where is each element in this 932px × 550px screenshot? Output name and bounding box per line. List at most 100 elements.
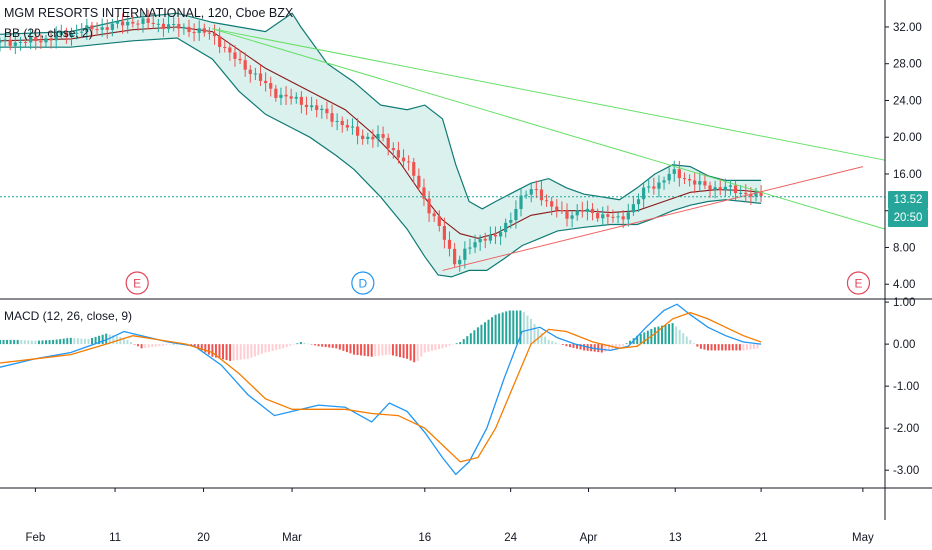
candle-body[interactable]: [253, 73, 258, 75]
candle-body[interactable]: [371, 136, 375, 140]
candle-body[interactable]: [432, 213, 436, 217]
candle-body[interactable]: [146, 18, 150, 23]
candle-body[interactable]: [386, 137, 390, 149]
candle-body[interactable]: [299, 96, 303, 105]
candle-body[interactable]: [85, 25, 89, 32]
candle-body[interactable]: [488, 234, 492, 241]
candle-body[interactable]: [166, 24, 171, 29]
candle-body[interactable]: [739, 192, 743, 194]
candle-body[interactable]: [187, 26, 191, 33]
candle-body[interactable]: [274, 88, 278, 98]
candle-body[interactable]: [366, 136, 370, 140]
event-marker-d[interactable]: [351, 271, 375, 295]
candle-body[interactable]: [463, 248, 467, 260]
candle-body[interactable]: [182, 26, 186, 29]
candle-body[interactable]: [75, 32, 79, 34]
event-marker-e[interactable]: [125, 271, 149, 295]
candle-body[interactable]: [289, 96, 293, 99]
macd-indicator-label[interactable]: MACD (12, 26, close, 9): [4, 309, 133, 323]
candle-body[interactable]: [304, 104, 309, 108]
candle-body[interactable]: [49, 38, 53, 41]
candle-body[interactable]: [396, 150, 401, 158]
candle-body[interactable]: [754, 191, 758, 197]
candle-body[interactable]: [626, 212, 630, 220]
candle-body[interactable]: [161, 23, 166, 29]
candle-body[interactable]: [427, 198, 431, 214]
candle-body[interactable]: [151, 22, 155, 24]
candle-body[interactable]: [534, 189, 538, 191]
candle-body[interactable]: [115, 21, 120, 24]
candle-body[interactable]: [693, 180, 697, 185]
candle-body[interactable]: [294, 96, 298, 99]
candle-body[interactable]: [442, 226, 447, 240]
candle-body[interactable]: [453, 248, 457, 265]
candle-body[interactable]: [212, 32, 217, 37]
candle-body[interactable]: [478, 238, 482, 243]
candle-body[interactable]: [437, 216, 441, 227]
candle-body[interactable]: [672, 169, 676, 174]
candle-body[interactable]: [64, 32, 69, 38]
candle-body[interactable]: [44, 38, 48, 43]
candle-body[interactable]: [611, 216, 615, 218]
green-trendline-1[interactable]: [212, 28, 886, 230]
candle-body[interactable]: [580, 210, 584, 212]
candle-body[interactable]: [18, 41, 23, 43]
candle-body[interactable]: [258, 73, 263, 81]
candle-body[interactable]: [126, 21, 130, 26]
candle-body[interactable]: [320, 108, 324, 111]
candle-body[interactable]: [172, 24, 176, 26]
candle-body[interactable]: [100, 27, 104, 30]
candle-body[interactable]: [330, 113, 334, 122]
candle-body[interactable]: [156, 23, 160, 25]
candle-body[interactable]: [682, 178, 687, 180]
candle-body[interactable]: [504, 222, 508, 233]
candle-body[interactable]: [509, 220, 513, 223]
candle-body[interactable]: [687, 178, 692, 181]
candle-body[interactable]: [13, 42, 17, 46]
candle-body[interactable]: [407, 161, 411, 163]
candle-body[interactable]: [120, 21, 125, 26]
event-marker-e[interactable]: [846, 271, 871, 295]
candle-body[interactable]: [391, 148, 395, 151]
candle-body[interactable]: [590, 208, 595, 214]
candle-body[interactable]: [575, 210, 579, 216]
candle-body[interactable]: [350, 126, 355, 128]
candle-body[interactable]: [284, 94, 288, 97]
candle-body[interactable]: [243, 60, 247, 70]
candle-body[interactable]: [560, 210, 564, 212]
candle-body[interactable]: [197, 28, 201, 33]
candle-body[interactable]: [376, 134, 380, 140]
candle-body[interactable]: [381, 134, 385, 138]
candle-body[interactable]: [34, 36, 38, 42]
candle-body[interactable]: [192, 32, 196, 34]
candle-body[interactable]: [498, 232, 503, 237]
candle-body[interactable]: [412, 162, 416, 176]
price-pane[interactable]: [0, 9, 886, 278]
candle-body[interactable]: [662, 180, 666, 183]
candle-body[interactable]: [422, 187, 426, 199]
candle-body[interactable]: [718, 187, 722, 191]
candle-body[interactable]: [401, 157, 406, 162]
candle-body[interactable]: [570, 215, 574, 219]
candle-body[interactable]: [8, 39, 12, 46]
candle-body[interactable]: [565, 210, 569, 219]
candle-body[interactable]: [264, 80, 268, 84]
candle-body[interactable]: [39, 41, 43, 43]
macd-pane[interactable]: [0, 303, 762, 476]
candle-body[interactable]: [233, 52, 237, 59]
candle-body[interactable]: [539, 189, 544, 201]
candle-body[interactable]: [596, 213, 600, 219]
candle-body[interactable]: [218, 36, 222, 47]
candle-body[interactable]: [473, 242, 477, 248]
candle-body[interactable]: [606, 214, 610, 217]
candle-body[interactable]: [759, 191, 763, 196]
candle-body[interactable]: [514, 208, 518, 221]
candle-body[interactable]: [228, 47, 232, 53]
candle-body[interactable]: [417, 175, 421, 188]
candle-body[interactable]: [131, 21, 135, 24]
candle-body[interactable]: [29, 36, 33, 43]
candle-body[interactable]: [177, 24, 181, 29]
candle-body[interactable]: [468, 247, 472, 249]
candle-body[interactable]: [279, 94, 283, 98]
